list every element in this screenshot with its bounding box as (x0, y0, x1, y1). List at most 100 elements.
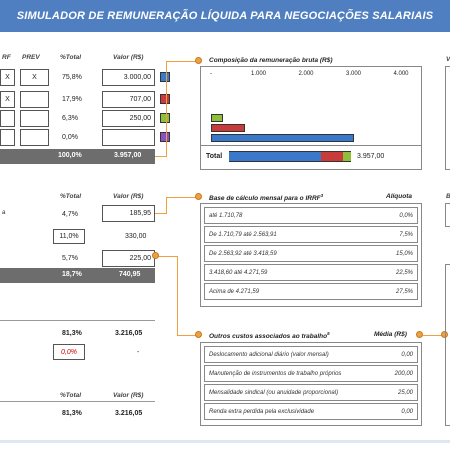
income-pct: 75,8% (62, 74, 82, 81)
right-panel-label: B (446, 193, 450, 200)
series-color-swatch (160, 113, 170, 123)
deduction-value: 330,00 (125, 233, 147, 240)
axis-tick-label: 4.000 (393, 71, 409, 77)
custo-label: Deslocamento adicional diário (valor men… (209, 351, 329, 358)
chart-total-bar (229, 151, 351, 162)
deductions-total-value: 740,95 (119, 271, 141, 278)
composition-title: Composição da remuneração bruta (R$) (209, 57, 333, 64)
final-valor-header: Valor (R$) (113, 392, 144, 399)
irrf-bracket-label: De 2.563,92 até 3.418,59 (209, 250, 277, 257)
irrf-checkbox[interactable] (0, 110, 15, 127)
custo-value: 0,00 (401, 351, 413, 358)
chart-total-segment (343, 151, 351, 162)
divider (0, 401, 155, 402)
custo-row[interactable]: Mensalidade sindical (ou anuidade propor… (204, 384, 418, 401)
deduction-pct: 5,7% (62, 255, 78, 262)
irrf-bracket-row: Acima de 4.271,59 27,5% (204, 283, 418, 300)
connector-dot (416, 331, 423, 338)
connector-line (166, 197, 196, 198)
connector-line (166, 61, 167, 157)
prev-checkbox[interactable]: X (20, 69, 49, 86)
prev-checkbox[interactable] (20, 129, 49, 146)
irrf-rows: até 1.710,78 0,0% De 1.710,79 até 2.563,91… (204, 207, 418, 300)
right-panel-label: V (446, 56, 450, 63)
prev-col-header: PREV (22, 54, 40, 61)
right-partial-panel (445, 264, 450, 426)
connector-line (177, 256, 178, 336)
custo-label: Manutenção de instrumentos de trabalho p… (209, 370, 342, 377)
valor-col-header: Valor (R$) (113, 54, 144, 61)
irrf-checkbox[interactable]: X (0, 69, 15, 86)
custos-rows: Deslocamento adicional diário (valor men… (204, 346, 418, 420)
axis-tick-label: 3.000 (345, 71, 361, 77)
income-value-input[interactable]: 707,00 (102, 91, 155, 108)
series-color-swatch (160, 132, 170, 142)
custo-value: 0,00 (401, 408, 413, 415)
connector-line (423, 335, 443, 336)
custo-value: 200,00 (394, 370, 413, 377)
custo-label: Renda extra perdida pela exclusividade (209, 408, 315, 415)
irrf-footnote-mark: 3 (320, 193, 324, 198)
custo-row[interactable]: Deslocamento adicional diário (valor men… (204, 346, 418, 363)
deduction-pct: 4,7% (62, 211, 78, 218)
irrf-bracket-rate: 27,5% (395, 288, 413, 295)
deductions-table: 4,7% 185,95 11,0% 330,00 5,7% 225,00 (0, 205, 155, 285)
chart-total-label: Total (206, 153, 223, 160)
prev-checkbox[interactable] (20, 91, 49, 108)
chart-bar (211, 134, 354, 142)
income-value-input[interactable]: 3.000,00 (102, 69, 155, 86)
prev-checkbox[interactable] (20, 110, 49, 127)
pct-col-header: %Total (60, 54, 82, 61)
app-title-banner: SIMULADOR DE REMUNERAÇÃO LÍQUIDA PARA NE… (0, 0, 450, 32)
custo-row[interactable]: Manutenção de instrumentos de trabalho p… (204, 365, 418, 382)
final-pct: 81,3% (62, 410, 82, 417)
connector-dot (195, 331, 202, 338)
irrf-bracket-row: até 1.710,78 0,0% (204, 207, 418, 224)
composition-chart-panel: - 1.000 2.000 3.000 4.000 Total 3.957,00 (200, 66, 422, 170)
income-value-input[interactable]: 250,00 (102, 110, 155, 127)
deductions-valor-header: Valor (R$) (113, 193, 144, 200)
irrf-bracket-label: Acima de 4.271,59 (209, 288, 260, 295)
custo-label: Mensalidade sindical (ou anuidade propor… (209, 389, 339, 396)
right-partial-panel (445, 66, 450, 170)
irrf-checkbox[interactable]: X (0, 91, 15, 108)
deduction-label: a (2, 210, 6, 216)
chart-total-segment (229, 151, 322, 162)
irrf-panel-title: Base de cálculo mensal para o IRRF3 (209, 193, 324, 203)
chart-plot-area (211, 89, 401, 144)
net-alt-value: - (137, 349, 140, 356)
income-total-pct: 100,0% (58, 152, 82, 159)
irrf-bracket-row: De 2.563,92 até 3.418,59 15,0% (204, 245, 418, 262)
irrf-bracket-rate: 22,5% (395, 269, 413, 276)
media-header: Média (R$) (374, 331, 407, 338)
income-value-input[interactable] (102, 129, 155, 146)
app-title: SIMULADOR DE REMUNERAÇÃO LÍQUIDA PARA NE… (16, 10, 434, 22)
net-alt-pct-input[interactable]: 0,0% (53, 344, 85, 360)
connector-dot (441, 331, 448, 338)
custos-table: Deslocamento adicional diário (valor men… (200, 342, 422, 426)
income-pct: 0,0% (62, 134, 78, 141)
custo-row[interactable]: Renda extra perdida pela exclusividade 0,… (204, 403, 418, 420)
chart-bar (211, 124, 245, 132)
income-total-bar: 100,0% 3.957,00 (0, 149, 155, 164)
deduction-pct-input[interactable]: 11,0% (53, 229, 85, 244)
aliquota-header: Alíquota (386, 193, 412, 200)
income-pct: 6,3% (62, 115, 78, 122)
axis-tick-label: - (210, 71, 212, 77)
final-pct-header: %Total (60, 392, 82, 399)
connector-line (166, 197, 167, 214)
irrf-bracket-rate: 7,5% (399, 231, 413, 238)
irrf-bracket-row: De 1.710,79 até 2.563,91 7,5% (204, 226, 418, 243)
deductions-total-pct: 18,7% (62, 271, 82, 278)
custos-footnote-mark: 5 (327, 331, 330, 336)
deduction-value[interactable]: 225,00 (102, 250, 155, 267)
series-color-swatch (160, 72, 170, 82)
connector-line (166, 61, 196, 62)
chart-bar (211, 114, 223, 122)
custos-panel-title: Outros custos associados ao trabalho5 (209, 331, 330, 341)
deduction-value[interactable]: 185,95 (102, 205, 155, 222)
connector-dot (195, 193, 202, 200)
divider (0, 320, 155, 321)
irrf-checkbox[interactable] (0, 129, 15, 146)
net-pct: 81,3% (62, 330, 82, 337)
